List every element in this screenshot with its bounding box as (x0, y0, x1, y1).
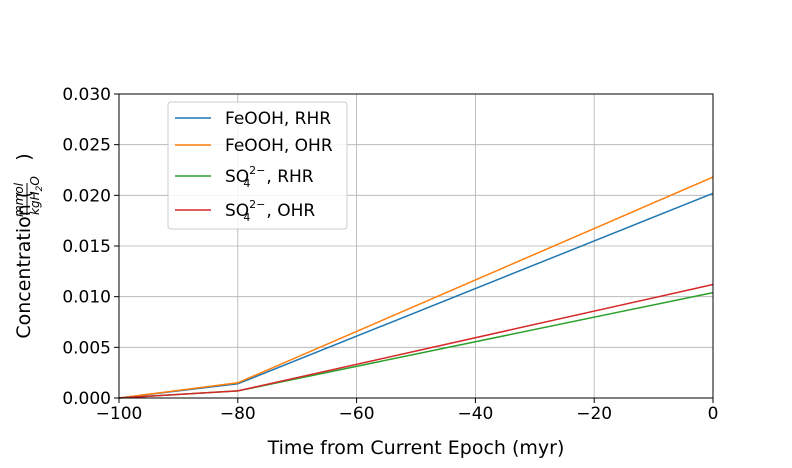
series-line (118, 291, 714, 399)
y-tick-label: 0.020 (62, 186, 111, 206)
legend-label: SO2− 4, OHR (225, 198, 315, 224)
y-tick-label: 0.000 (62, 389, 111, 409)
y-tick-label: 0.030 (62, 85, 111, 105)
y-tick-label: 0.025 (62, 136, 111, 156)
x-tick-label: −100 (96, 404, 143, 424)
y-tick-label: 0.015 (62, 237, 111, 257)
x-axis-title: Time from Current Epoch (myr) (267, 437, 565, 459)
legend-label: SO2− 4, RHR (225, 164, 314, 190)
legend-box (167, 101, 348, 230)
y-axis-title: Concentration () mmol kgH2O (12, 153, 45, 338)
x-tick-label: −40 (457, 404, 493, 424)
x-tick-label: −80 (220, 404, 256, 424)
legend-label: FeOOH, OHR (225, 136, 333, 156)
x-tick-label: 0 (708, 404, 719, 424)
y-axis-unit-numerator: mmol (12, 182, 26, 217)
legend: FeOOH, RHR FeOOH, OHR SO2− 4, RHR SO2− 4, OHR (167, 101, 348, 230)
series-line (118, 176, 714, 399)
x-tick-label: −20 (576, 404, 612, 424)
svg-text:Concentration (): Concentration () (13, 153, 35, 338)
series-line (118, 283, 714, 399)
legend-label: FeOOH, RHR (225, 109, 331, 129)
series-lines (118, 176, 714, 399)
y-axis-unit-denominator: kgH2O (28, 176, 45, 215)
y-tick-label: 0.005 (62, 338, 111, 358)
x-tick-label: −60 (339, 404, 375, 424)
y-axis-title-text: Concentration (13, 204, 35, 338)
axis-ticks: −100 −80 −60 −40 −20 0 0.000 0.005 0.010 0.015 0.0… (62, 85, 718, 424)
y-tick-label: 0.010 (62, 288, 111, 308)
